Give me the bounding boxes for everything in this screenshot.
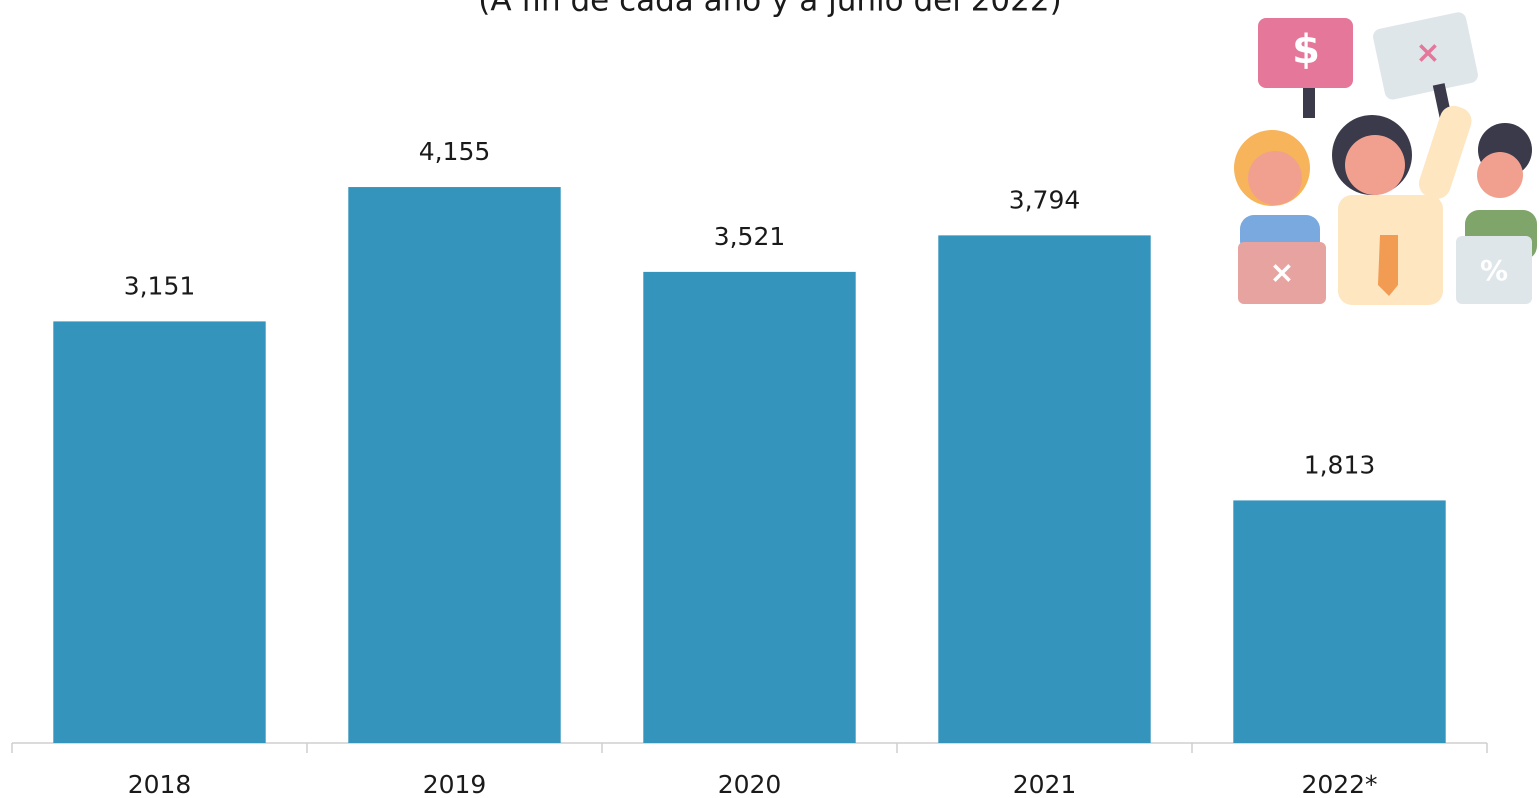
svg-text:%: %	[1480, 254, 1508, 287]
x-tick-label: 2020	[718, 770, 782, 798]
svg-text:×: ×	[1269, 256, 1294, 291]
bar	[348, 187, 561, 743]
value-label: 3,151	[124, 271, 196, 300]
bar	[643, 271, 856, 743]
svg-text:$: $	[1292, 27, 1320, 73]
value-label: 1,813	[1304, 450, 1376, 479]
value-label: 3,794	[1009, 185, 1081, 214]
svg-text:×: ×	[1415, 36, 1440, 71]
value-label: 4,155	[419, 137, 491, 166]
bar	[53, 321, 266, 743]
x-tick-label: 2018	[128, 770, 192, 798]
illustration: $ × × %	[1234, 12, 1537, 305]
x-tick-label: 2021	[1013, 770, 1077, 798]
chart-subtitle: (A fin de cada año y a junio del 2022)	[478, 0, 1061, 19]
value-label: 3,521	[714, 222, 786, 251]
bar	[1233, 500, 1446, 743]
x-tick-label: 2019	[423, 770, 487, 798]
x-tick-label: 2022*	[1301, 770, 1377, 798]
bar	[938, 235, 1151, 743]
